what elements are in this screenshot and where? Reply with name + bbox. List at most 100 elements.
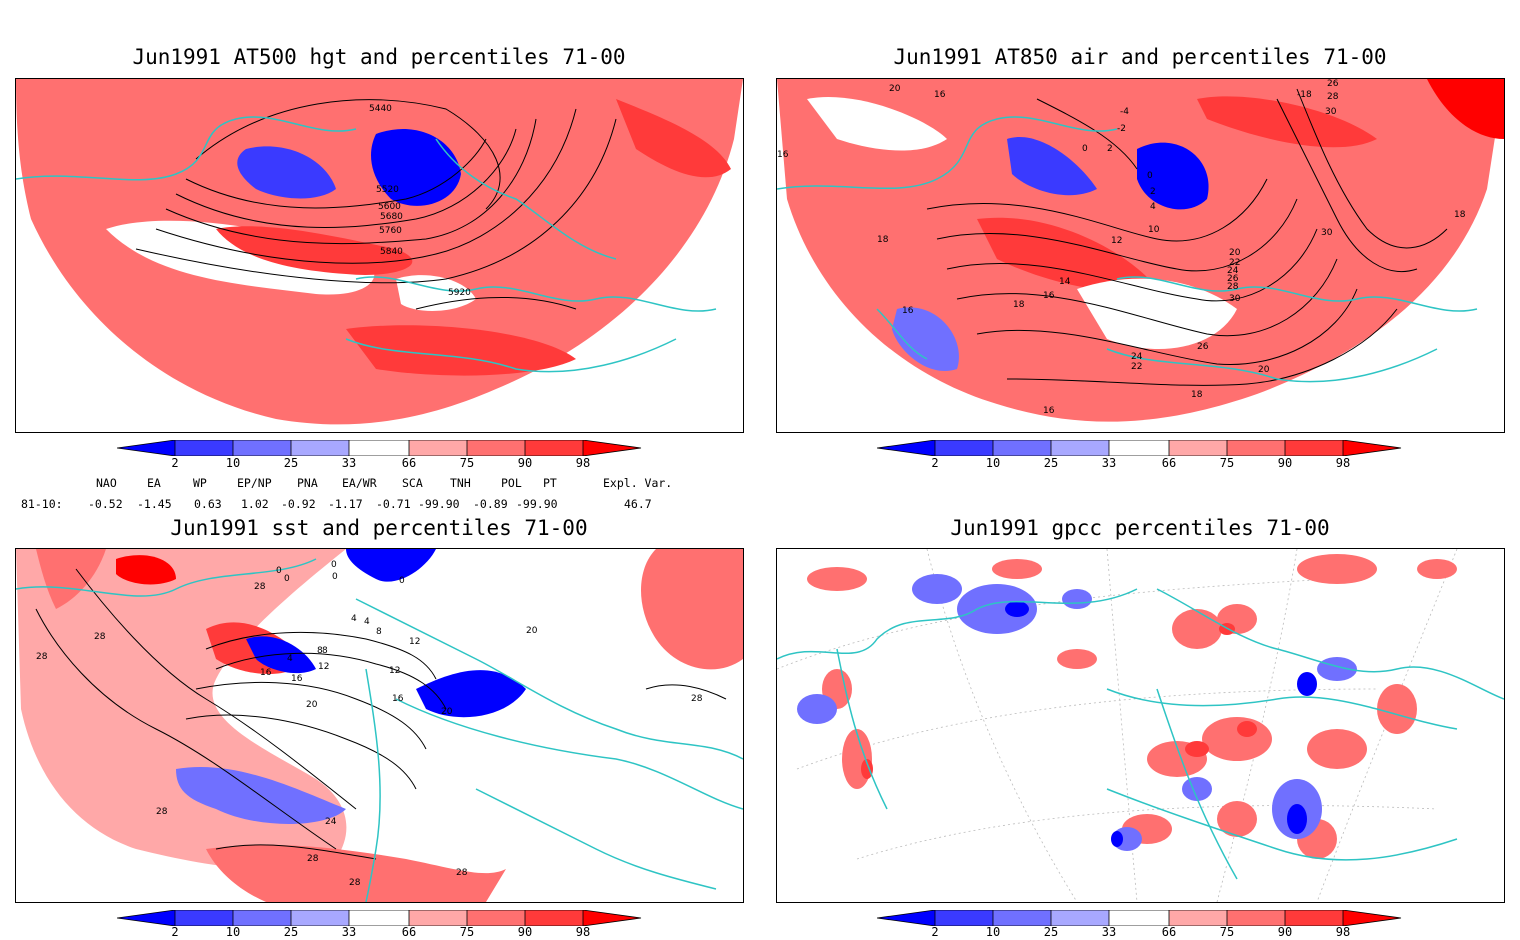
contour-label-air-11: 0	[1082, 144, 1088, 154]
contour-label-air-23: 24	[1227, 266, 1239, 276]
colorbar-label: 25	[283, 456, 299, 470]
index-header-epnp: EP/NP	[237, 476, 272, 490]
map-panel-hgt: 5440 5520 5600 5680 5760 5840 5920	[15, 78, 744, 433]
contour-label-sst-24: 24	[325, 817, 337, 827]
contour-label-hgt-3: 5600	[378, 202, 401, 212]
map-sst: 0 0 0 0 0 4 4 8 8 12 4 8 12 12 16 16 16 …	[16, 549, 743, 902]
colorbar-label: 90	[517, 456, 533, 470]
panel-title-sst: Jun1991 sst and percentiles 71-00	[170, 516, 588, 540]
contour-label-air-29: 26	[1197, 342, 1209, 352]
contour-label-hgt-6: 5840	[380, 247, 403, 257]
contour-label-sst-2: 0	[284, 574, 290, 584]
contour-label-air-22: 22	[1229, 258, 1240, 268]
colorbar-label: 33	[341, 925, 357, 939]
index-value-wp: 0.63	[194, 497, 222, 511]
contour-label-air-15: 4	[1150, 202, 1156, 212]
contour-label-air-17: 10	[1148, 225, 1160, 235]
index-value-sca: -0.71	[376, 497, 411, 511]
index-value-nao: -0.52	[88, 497, 123, 511]
colorbar-label: 90	[517, 925, 533, 939]
colorbar-top-right	[877, 440, 1402, 456]
contour-label-air-14: 2	[1150, 187, 1156, 197]
colorbar-label: 75	[459, 456, 475, 470]
contour-label-air-7: -18	[1297, 90, 1312, 100]
index-value-explvar: 46.7	[624, 497, 652, 511]
index-header-wp: WP	[193, 476, 207, 490]
contour-label-sst-26: 28	[349, 878, 361, 888]
contour-label-air-26: 30	[1229, 294, 1241, 304]
contour-label-sst-15: 16	[291, 674, 303, 684]
contour-label-sst-10: 12	[409, 637, 420, 647]
index-header-tnh: TNH	[450, 476, 471, 490]
colorbar-label: 10	[985, 456, 1001, 470]
contour-label-air-5: -4	[1120, 107, 1129, 117]
contour-label-air-20: 18	[1013, 300, 1025, 310]
contour-label-sst-5: 0	[399, 576, 405, 586]
colorbar-label: 98	[1335, 925, 1351, 939]
colorbar-label: 25	[1043, 456, 1059, 470]
map-panel-sst: 0 0 0 0 0 4 4 8 8 12 4 8 12 12 16 16 16 …	[15, 548, 744, 903]
colorbar-labels-bottom-left: 2 10 25 33 66 75 90 98	[117, 925, 647, 940]
panel-title-hgt: Jun1991 AT500 hgt and percentiles 71-00	[132, 45, 626, 69]
colorbar-label: 66	[1161, 925, 1177, 939]
contour-label-sst-18: 20	[306, 700, 318, 710]
contour-label-air-32: 20	[1258, 365, 1270, 375]
map-panel-air: 20 16 16 18 -4 -2 -18 26 28 30 0 2 0 2 4…	[776, 78, 1505, 433]
contour-label-sst-1: 0	[276, 566, 282, 576]
index-value-pol: -0.89	[473, 497, 508, 511]
colorbar-label: 2	[171, 456, 179, 470]
colorbar-label: 98	[575, 925, 591, 939]
contour-label-sst-7: 4	[351, 614, 357, 624]
contour-label-hgt-1: 5440	[369, 104, 392, 114]
contour-label-sst-20: 20	[526, 626, 538, 636]
contour-label-sst-19: 20	[441, 707, 453, 717]
map-hgt: 5440 5520 5600 5680 5760 5840 5920	[16, 79, 743, 425]
contour-label-hgt-2: 5520	[376, 185, 399, 195]
map-gpcc	[777, 549, 1504, 902]
contour-label-hgt-4: 5680	[380, 212, 403, 222]
contour-label-air-2: 16	[934, 90, 946, 100]
map-air: 20 16 16 18 -4 -2 -18 26 28 30 0 2 0 2 4…	[777, 79, 1504, 422]
contour-label-sst-11: 4	[287, 654, 293, 664]
colorbar-bottom-right	[877, 910, 1402, 926]
contour-label-air-12: 2	[1107, 144, 1113, 154]
colorbar-label: 90	[1277, 456, 1293, 470]
colorbar-label: 66	[401, 925, 417, 939]
index-header-ea: EA	[147, 476, 161, 490]
indices-row-label: 81-10:	[21, 497, 63, 511]
index-value-pna: -0.92	[281, 497, 316, 511]
index-header-pol: POL	[501, 476, 522, 490]
contour-label-air-3: 16	[777, 150, 789, 160]
colorbar-label: 2	[931, 925, 939, 939]
colorbar-labels-top-left: 2 10 25 33 66 75 90 98	[117, 456, 647, 472]
contour-label-air-1: 20	[889, 84, 901, 94]
colorbar-label: 33	[341, 456, 357, 470]
contour-label-air-27: 30	[1321, 228, 1333, 238]
contour-label-hgt-5: 5760	[379, 226, 402, 236]
index-value-ea: -1.45	[137, 497, 172, 511]
contour-label-air-19: 16	[1043, 291, 1055, 301]
colorbar-label: 75	[459, 925, 475, 939]
colorbar-label: 66	[401, 456, 417, 470]
contour-label-air-21: 20	[1229, 248, 1241, 258]
colorbar-top-left	[117, 440, 642, 456]
contour-label-air-8: 26	[1327, 79, 1339, 89]
colorbar-labels-bottom-right: 2 10 25 33 66 75 90 98	[877, 925, 1407, 940]
panel-title-gpcc: Jun1991 gpcc percentiles 71-00	[950, 516, 1330, 540]
contour-label-air-28: 18	[1454, 210, 1466, 220]
contour-label-air-18: 14	[1059, 277, 1071, 287]
colorbar-label: 75	[1219, 925, 1235, 939]
colorbar-label: 98	[1335, 456, 1351, 470]
colorbar-label: 75	[1219, 456, 1235, 470]
colorbar-label: 10	[225, 456, 241, 470]
contour-label-sst-17: 16	[260, 668, 272, 678]
indices-header-row: NAO EA WP EP/NP PNA EA/WR SCA TNH POL PT…	[0, 476, 760, 492]
colorbar-label: 33	[1101, 456, 1117, 470]
colorbar-label: 33	[1101, 925, 1117, 939]
index-header-explvar: Expl. Var.	[603, 476, 673, 490]
index-value-pt: -99.90	[516, 497, 558, 511]
contour-label-hgt-7: 5920	[448, 288, 471, 298]
contour-label-sst-21: 28	[36, 652, 48, 662]
contour-label-air-16: 12	[1111, 236, 1122, 246]
contour-label-sst-16: 16	[392, 694, 404, 704]
